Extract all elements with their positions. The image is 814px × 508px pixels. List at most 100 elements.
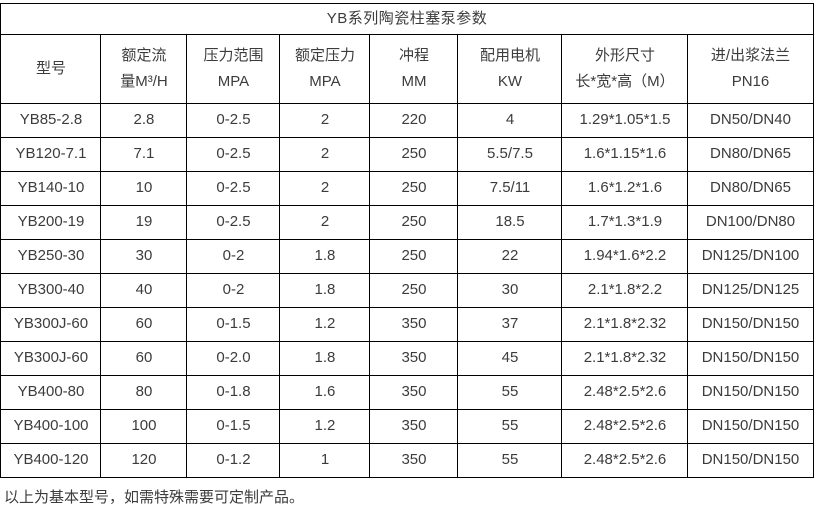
column-header-line2: 长*宽*高（M） [575, 73, 675, 90]
cell-model: YB300J-60 [0, 341, 102, 376]
cell-rated_pressure: 1.8 [279, 341, 371, 376]
cell-dimensions: 1.7*1.3*1.9 [561, 205, 689, 240]
cell-stroke: 350 [369, 409, 459, 444]
column-header-1: 额定流量M³/H [100, 34, 188, 104]
cell-pressure_range: 0-2.0 [186, 341, 281, 376]
cell-rated_pressure: 2 [279, 103, 371, 138]
cell-flange: DN50/DN40 [687, 103, 814, 138]
cell-motor: 55 [457, 409, 563, 444]
column-header-line1: 进/出浆法兰 [710, 47, 791, 64]
cell-flange: DN150/DN150 [687, 443, 814, 478]
header-row: 型号 额定流 量M³/H 压力范围 MPA 额定压力 MPA 冲程 MM 配用电机 KW 外形尺寸 长*… [0, 34, 814, 104]
cell-stroke: 350 [369, 375, 459, 410]
cell-flow: 60 [100, 307, 188, 342]
cell-flow: 19 [100, 205, 188, 240]
column-header-line1: 冲程 [398, 47, 429, 64]
cell-stroke: 250 [369, 171, 459, 206]
column-header-line1: 配用电机 [479, 47, 540, 64]
cell-motor: 4 [457, 103, 563, 138]
column-header-line1: 压力范围 [203, 47, 264, 64]
cell-model: YB300J-60 [0, 307, 102, 342]
cell-flow: 40 [100, 273, 188, 308]
cell-flange: DN80/DN65 [687, 137, 814, 172]
cell-rated_pressure: 1 [279, 443, 371, 478]
cell-model: YB140-10 [0, 171, 102, 206]
column-header-line2: KW [497, 73, 523, 90]
spec-table-body: YB系列陶瓷柱塞泵参数 型号 额定流 量M³/H 压力范围 MPA 额定压力 MPA 冲程 MM… [0, 3, 814, 478]
cell-rated_pressure: 1.6 [279, 375, 371, 410]
column-header-line2: 量M³/H [120, 73, 168, 90]
cell-stroke: 250 [369, 205, 459, 240]
table-row: YB85-2.8 2.8 0-2.5 2 220 4 1.29*1.05*1.5 DN50/D… [0, 103, 814, 138]
cell-rated_pressure: 1.2 [279, 409, 371, 444]
column-header-line2: MPA [309, 73, 341, 90]
footnote: 以上为基本型号，如需特殊需要可定制产品。 [4, 489, 305, 506]
table-row: YB140-10 10 0-2.5 2 250 7.5/11 1.6*1.2*1.6 DN80… [0, 171, 814, 206]
cell-pressure_range: 0-1.8 [186, 375, 281, 410]
cell-rated_pressure: 1.8 [279, 273, 371, 308]
table-row: YB200-19 19 0-2.5 2 250 18.5 1.7*1.3*1.9 DN100/… [0, 205, 814, 240]
cell-pressure_range: 0-2.5 [186, 171, 281, 206]
cell-rated_pressure: 2 [279, 205, 371, 240]
cell-stroke: 250 [369, 273, 459, 308]
cell-flange: DN150/DN150 [687, 341, 814, 376]
cell-flow: 10 [100, 171, 188, 206]
table-title: YB系列陶瓷柱塞泵参数 [0, 3, 814, 35]
cell-motor: 5.5/7.5 [457, 137, 563, 172]
cell-pressure_range: 0-2.5 [186, 103, 281, 138]
cell-stroke: 250 [369, 239, 459, 274]
cell-flange: DN100/DN80 [687, 205, 814, 240]
table-row: YB300J-60 60 0-1.5 1.2 350 37 2.1*1.8*2.32 DN15… [0, 307, 814, 342]
cell-motor: 18.5 [457, 205, 563, 240]
cell-dimensions: 2.1*1.8*2.32 [561, 341, 689, 376]
column-header-line2: PN16 [731, 73, 770, 90]
cell-flow: 60 [100, 341, 188, 376]
column-header-line2: MM [401, 73, 427, 90]
cell-stroke: 250 [369, 137, 459, 172]
cell-dimensions: 1.29*1.05*1.5 [561, 103, 689, 138]
column-header-2: 压力范围 MPA [186, 34, 281, 104]
cell-stroke: 220 [369, 103, 459, 138]
cell-stroke: 350 [369, 443, 459, 478]
cell-pressure_range: 0-1.5 [186, 307, 281, 342]
cell-stroke: 350 [369, 307, 459, 342]
cell-pressure_range: 0-1.2 [186, 443, 281, 478]
cell-model: YB250-30 [0, 239, 102, 274]
column-header-5: 配用电机 KW [457, 34, 563, 104]
cell-model: YB400-120 [0, 443, 102, 478]
column-header-6: 外形尺寸长*宽*高（M） [561, 34, 689, 104]
table-row: YB300-40 40 0-2 1.8 250 30 2.1*1.8*2.2 DN125/DN… [0, 273, 814, 308]
cell-pressure_range: 0-2.5 [186, 205, 281, 240]
column-header-line1: 外形尺寸 [594, 47, 655, 64]
cell-dimensions: 2.48*2.5*2.6 [561, 443, 689, 478]
cell-model: YB85-2.8 [0, 103, 102, 138]
cell-pressure_range: 0-1.5 [186, 409, 281, 444]
cell-flange: DN80/DN65 [687, 171, 814, 206]
column-header-line1: 额定流 [121, 47, 167, 64]
cell-pressure_range: 0-2 [186, 273, 281, 308]
column-header-4: 冲程 MM [369, 34, 459, 104]
cell-dimensions: 1.6*1.2*1.6 [561, 171, 689, 206]
cell-motor: 7.5/11 [457, 171, 563, 206]
cell-pressure_range: 0-2.5 [186, 137, 281, 172]
cell-dimensions: 2.48*2.5*2.6 [561, 375, 689, 410]
cell-flange: DN125/DN100 [687, 239, 814, 274]
title-row: YB系列陶瓷柱塞泵参数 [0, 3, 814, 35]
table-row: YB400-80 80 0-1.8 1.6 350 55 2.48*2.5*2.6 DN150… [0, 375, 814, 410]
cell-flow: 2.8 [100, 103, 188, 138]
cell-rated_pressure: 1.2 [279, 307, 371, 342]
cell-dimensions: 2.1*1.8*2.2 [561, 273, 689, 308]
cell-dimensions: 2.1*1.8*2.32 [561, 307, 689, 342]
cell-motor: 22 [457, 239, 563, 274]
cell-rated_pressure: 1.8 [279, 239, 371, 274]
cell-model: YB400-100 [0, 409, 102, 444]
cell-flow: 7.1 [100, 137, 188, 172]
column-header-7: 进/出浆法兰 PN16 [687, 34, 814, 104]
cell-model: YB300-40 [0, 273, 102, 308]
column-header-0: 型号 [0, 34, 102, 104]
pump-spec-table: YB系列陶瓷柱塞泵参数 型号 额定流 量M³/H 压力范围 MPA 额定压力 MPA 冲程 MM… [0, 3, 814, 478]
table-row: YB400-100 100 0-1.5 1.2 350 55 2.48*2.5*2.6 DN1… [0, 409, 814, 444]
cell-rated_pressure: 2 [279, 137, 371, 172]
column-header-3: 额定压力 MPA [279, 34, 371, 104]
cell-flow: 80 [100, 375, 188, 410]
